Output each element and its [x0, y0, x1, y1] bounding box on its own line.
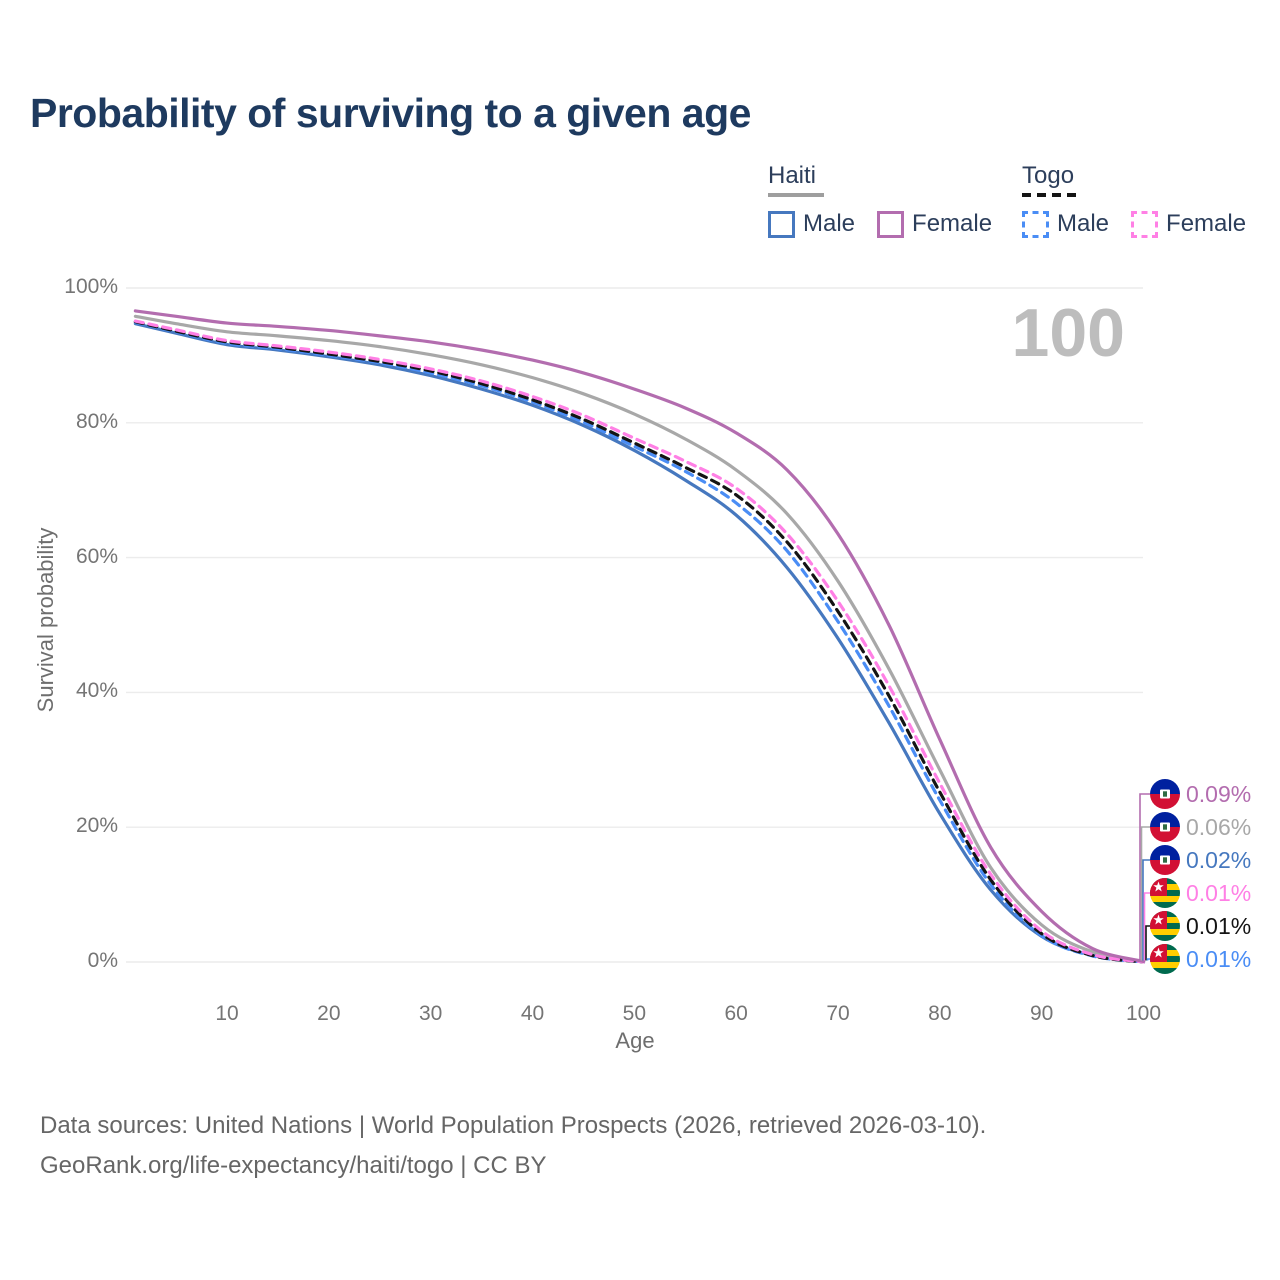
- series-line-haiti-total: [133, 314, 1146, 964]
- legend-country-togo: Togo: [1022, 162, 1075, 189]
- age-counter-watermark: 100: [1011, 295, 1125, 371]
- legend-item-label: Male: [1057, 210, 1110, 237]
- footer-data-sources: Data sources: United Nations | World Pop…: [40, 1112, 987, 1139]
- end-label-togo-male: 0.01%: [1150, 944, 1251, 974]
- end-label-value: 0.09%: [1186, 780, 1252, 807]
- end-label-value: 0.06%: [1186, 813, 1252, 840]
- end-label-togo-female: 0.01%: [1150, 878, 1251, 908]
- connector-togo-female: [1143, 892, 1150, 961]
- x-tick-label-10: 10: [215, 1002, 239, 1025]
- legend-linestyle-swatch-togo: [1022, 193, 1078, 197]
- connector-haiti-female: [1139, 793, 1150, 961]
- footer-source-url: GeoRank.org/life-expectancy/haiti/togo |…: [40, 1152, 547, 1179]
- end-label-haiti-total: 0.06%: [1150, 812, 1251, 842]
- end-label-togo-total: 0.01%: [1150, 911, 1251, 941]
- legend-linestyle-swatch-haiti: [768, 193, 824, 197]
- end-label-connectors: [1139, 793, 1150, 961]
- legend-swatch-icon: [877, 210, 905, 238]
- gridlines: [126, 287, 1143, 963]
- x-tick-label-60: 60: [724, 1002, 748, 1025]
- connector-haiti-male: [1142, 859, 1150, 961]
- haiti-flag-icon: [1150, 812, 1180, 842]
- y-tick-label-60: 60%: [75, 544, 118, 568]
- y-tick-label-40: 40%: [75, 679, 118, 703]
- y-tick-label-0: 0%: [87, 949, 118, 972]
- series-line-haiti-female: [133, 309, 1146, 963]
- legend-group-haiti: Haiti Male Female: [768, 162, 1014, 238]
- x-tick-label-30: 30: [419, 1002, 443, 1025]
- series-line-togo-female: [133, 319, 1146, 964]
- legend-item-label: Female: [912, 210, 993, 237]
- haiti-flag-icon: [1150, 779, 1180, 809]
- x-tick-label-80: 80: [928, 1002, 952, 1025]
- togo-flag-icon: [1150, 944, 1180, 974]
- end-label-value: 0.01%: [1186, 879, 1252, 906]
- legend-items-haiti: Male Female: [768, 210, 1014, 238]
- togo-flag-icon: [1150, 878, 1180, 908]
- haiti-flag-icon: [1150, 845, 1180, 875]
- footer-attribution: Data sources: United Nations | World Pop…: [40, 1106, 986, 1186]
- y-tick-label-20: 20%: [75, 814, 118, 838]
- end-label-value: 0.01%: [1186, 945, 1252, 972]
- x-tick-label-40: 40: [520, 1002, 545, 1025]
- end-label-haiti-female: 0.09%: [1150, 779, 1251, 809]
- series-line-haiti-male: [133, 322, 1146, 964]
- end-label-value: 0.01%: [1186, 912, 1252, 939]
- page-title: Probability of surviving to a given age: [30, 90, 751, 136]
- legend-swatch-icon: [1022, 210, 1049, 238]
- legend-item-haiti-male[interactable]: Male: [768, 210, 855, 238]
- connector-haiti-total: [1140, 826, 1150, 961]
- connector-togo-male: [1146, 958, 1150, 961]
- legend-items-togo: Male Female: [1022, 210, 1268, 238]
- x-tick-label-100: 100: [1125, 1002, 1162, 1025]
- end-label-haiti-male: 0.02%: [1150, 845, 1251, 875]
- x-tick-label-90: 90: [1029, 1002, 1054, 1025]
- legend-group-togo: Togo Male Female: [1022, 162, 1268, 238]
- x-axis-title: Age: [615, 1028, 655, 1053]
- x-tick-label-50: 50: [622, 1002, 647, 1025]
- end-label-value: 0.02%: [1186, 846, 1252, 873]
- series-line-togo-total: [133, 320, 1146, 964]
- legend-swatch-icon: [768, 210, 795, 238]
- legend-swatch-icon: [1131, 210, 1159, 238]
- y-tick-label-80: 80%: [75, 409, 118, 433]
- legend-country-haiti: Haiti: [768, 162, 817, 189]
- legend-item-haiti-female[interactable]: Female: [877, 210, 992, 238]
- legend-item-label: Male: [803, 210, 856, 237]
- x-tick-label-20: 20: [317, 1002, 341, 1025]
- series-line-togo-male: [133, 320, 1146, 964]
- togo-flag-icon: [1150, 911, 1180, 941]
- legend-item-togo-female[interactable]: Female: [1131, 210, 1246, 238]
- x-tick-label-70: 70: [826, 1002, 850, 1025]
- legend-item-label: Female: [1166, 210, 1247, 237]
- connector-togo-total: [1145, 925, 1150, 961]
- legend-item-togo-male[interactable]: Male: [1022, 210, 1109, 238]
- y-tick-label-100: 100%: [64, 275, 118, 298]
- y-axis-title: Survival probability: [33, 527, 58, 713]
